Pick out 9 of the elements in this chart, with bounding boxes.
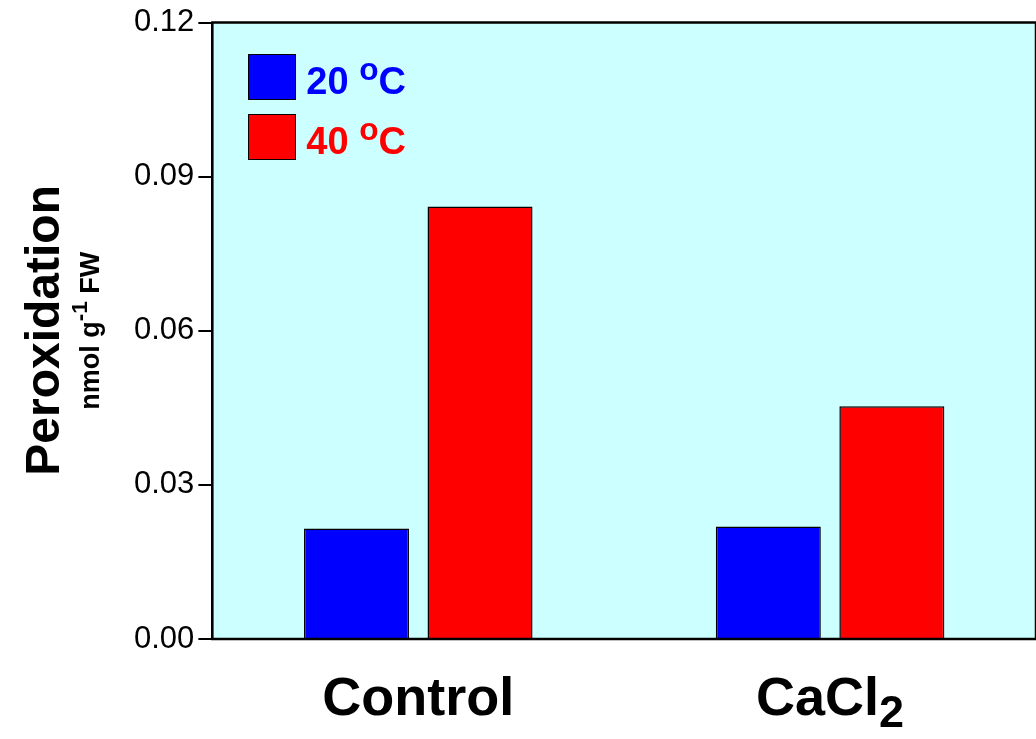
legend-label: 40 $^{o}$C — [306, 110, 406, 163]
x-tick-label: CaCl$_{2}$ — [755, 666, 906, 737]
y-tick-label: 0.03 — [133, 465, 195, 501]
y-tick-label: 0.09 — [133, 157, 195, 193]
legend-label: 20 $^{o}$C — [306, 50, 406, 103]
y-tick-label: 0.06 — [133, 311, 195, 347]
y-tick-label: 0.12 — [133, 3, 195, 39]
x-tick-label: Control — [321, 666, 516, 727]
y-tick-label: 0.00 — [133, 619, 195, 655]
